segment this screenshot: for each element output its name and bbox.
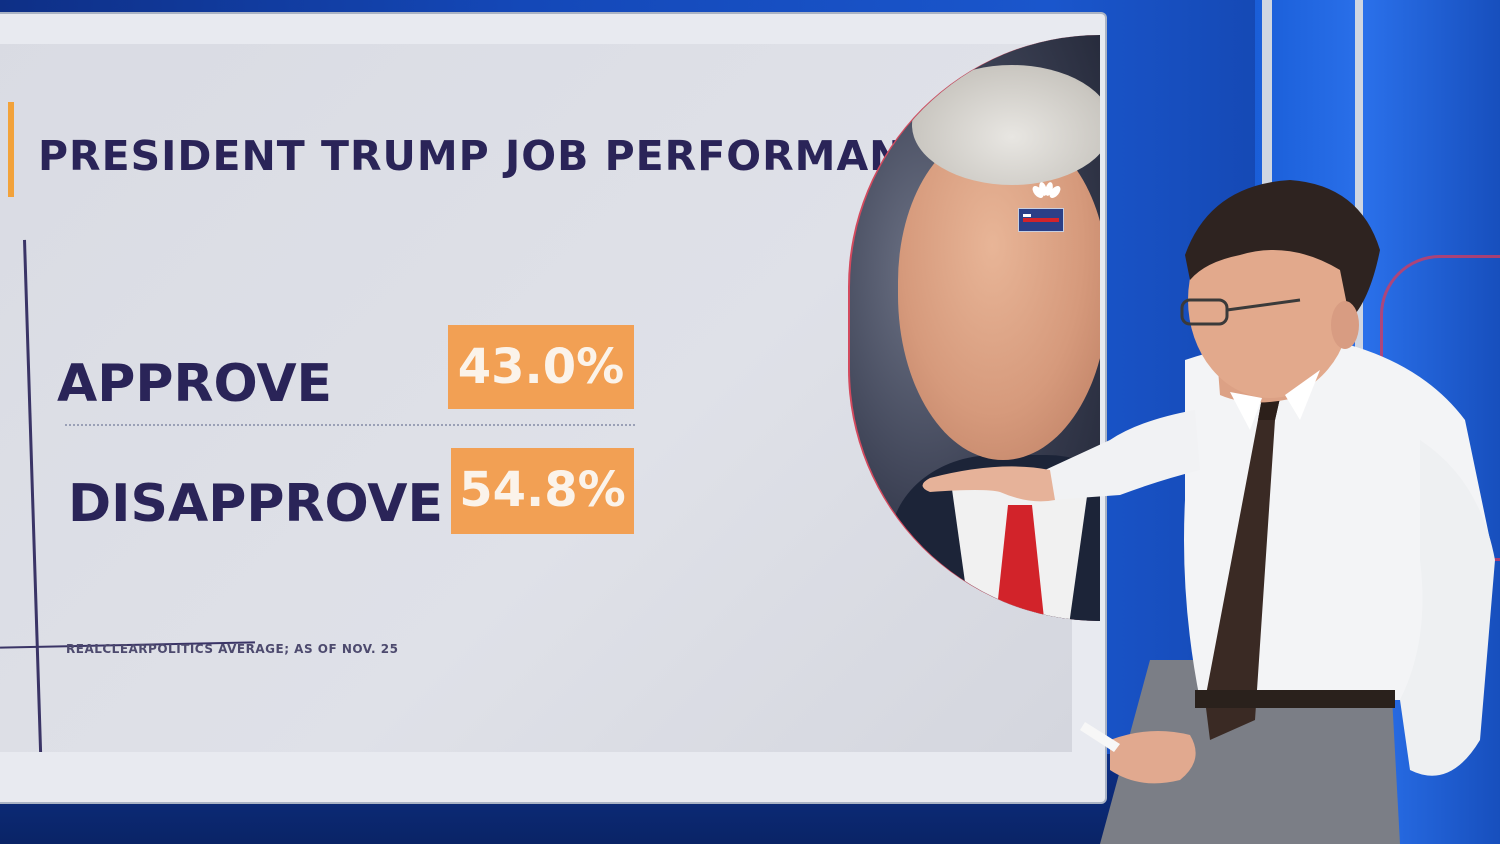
portrait-hair	[912, 65, 1100, 185]
row-divider	[65, 424, 635, 426]
wall-stripe	[1262, 0, 1272, 844]
wall-stripe	[1355, 0, 1363, 844]
title-accent-bar	[8, 102, 14, 197]
approve-label: APPROVE	[57, 354, 333, 414]
portrait-face	[898, 130, 1100, 460]
network-peacock-icon	[1032, 182, 1061, 198]
wall-arc-decoration	[1380, 255, 1500, 561]
disapprove-value: 54.8%	[451, 448, 634, 534]
graphic-title: PRESIDENT TRUMP JOB PERFORMANCE	[38, 132, 965, 180]
approve-value: 43.0%	[448, 325, 634, 409]
disapprove-label: DISAPPROVE	[68, 474, 444, 534]
network-bug-icon	[1018, 208, 1064, 232]
source-text: REALCLEARPOLITICS AVERAGE; AS OF NOV. 25	[66, 642, 399, 656]
axis-line	[23, 239, 43, 752]
